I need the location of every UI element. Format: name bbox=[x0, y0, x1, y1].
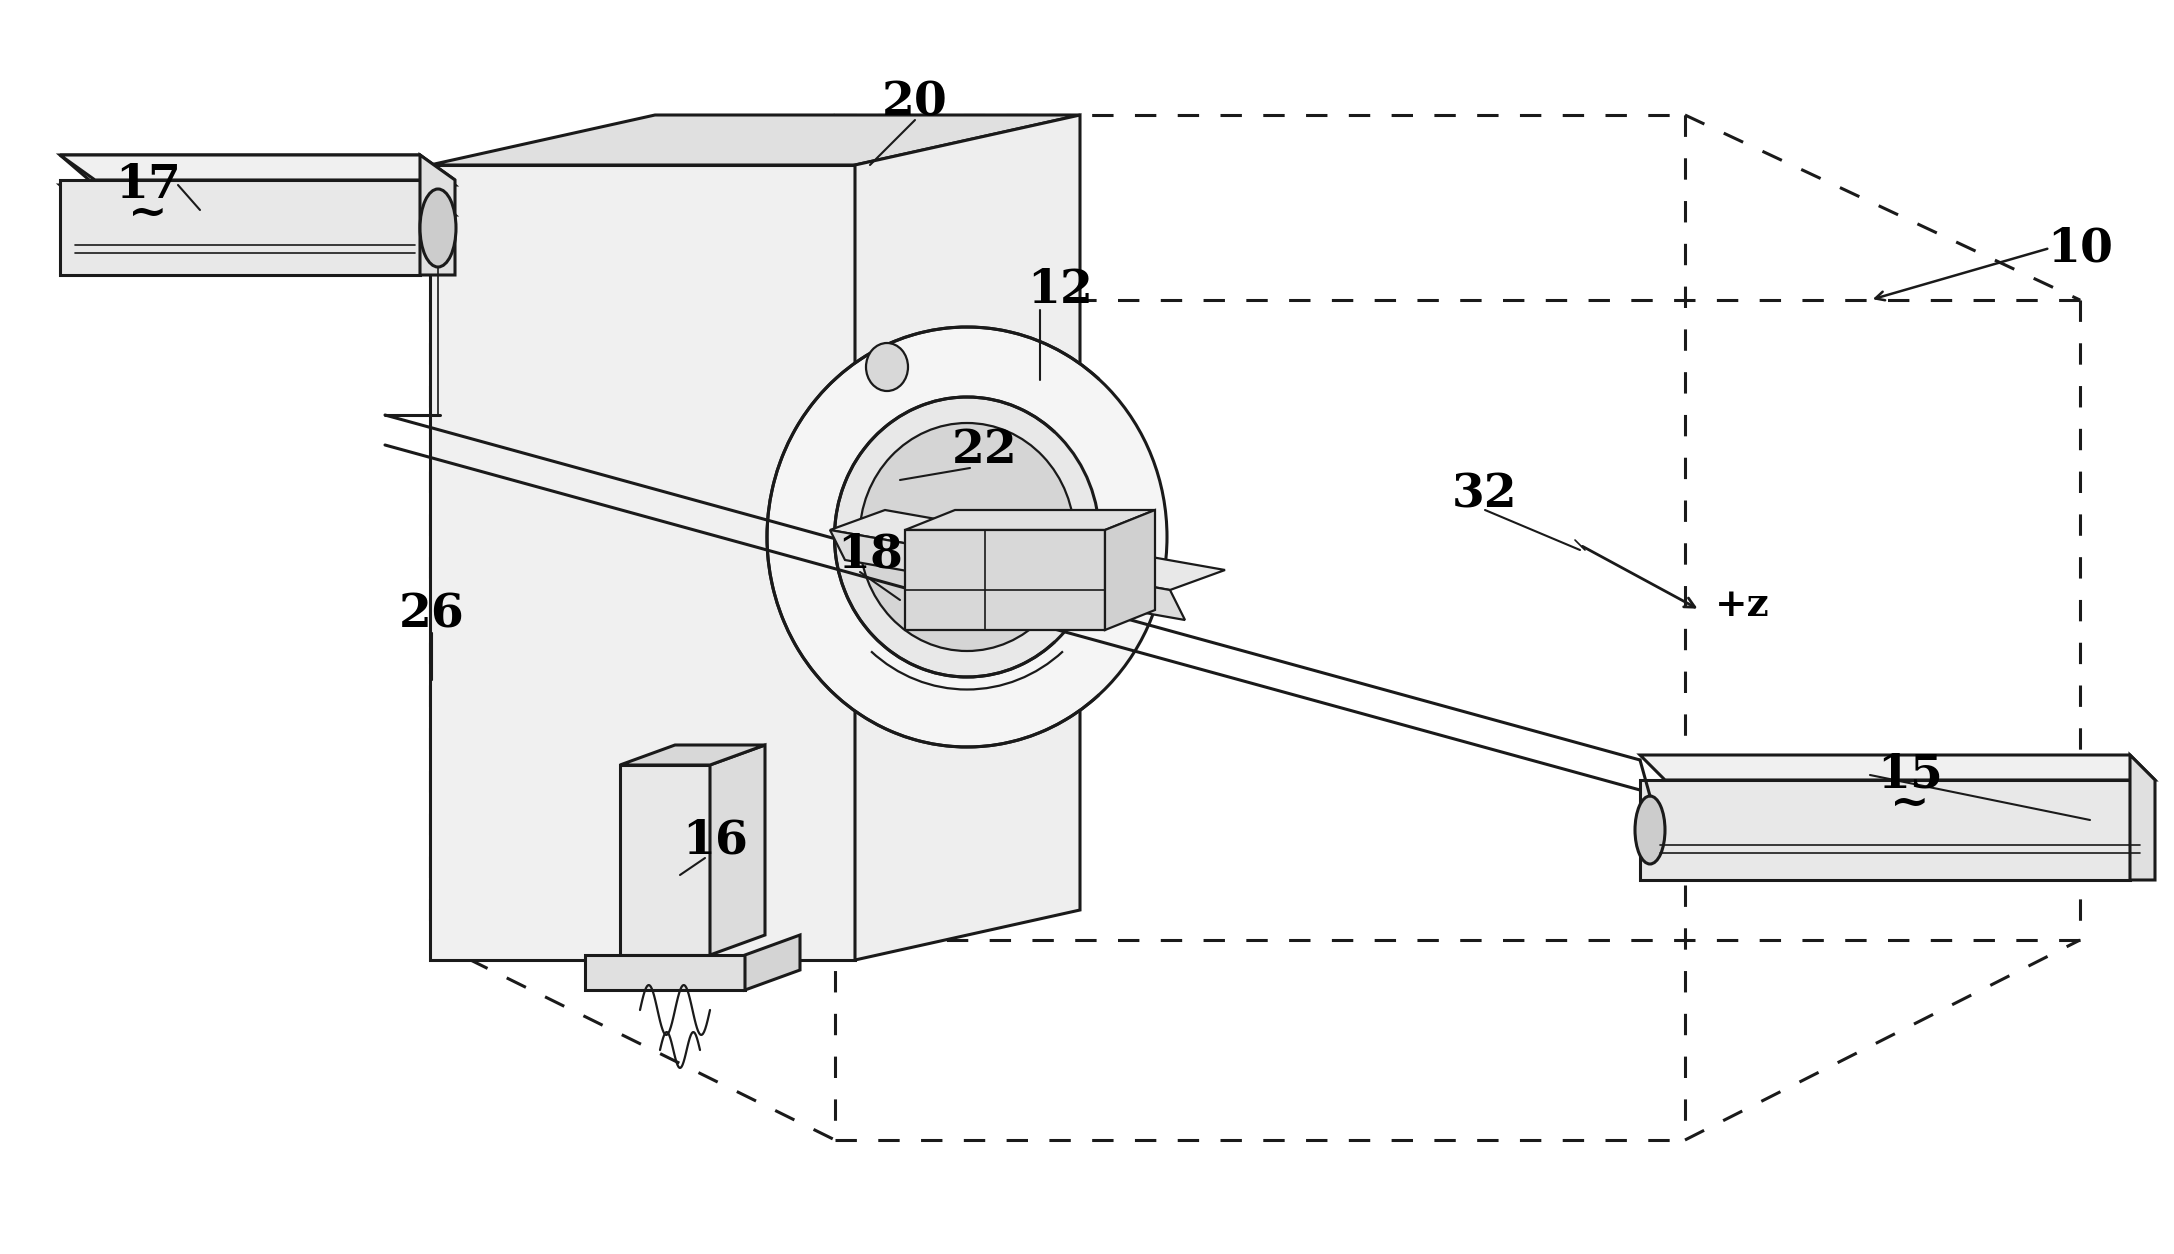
Polygon shape bbox=[420, 155, 454, 275]
Polygon shape bbox=[830, 530, 1185, 619]
Polygon shape bbox=[61, 186, 454, 214]
Text: 26: 26 bbox=[400, 592, 465, 638]
Polygon shape bbox=[430, 166, 854, 961]
Polygon shape bbox=[904, 530, 1104, 630]
Polygon shape bbox=[830, 510, 1224, 589]
Polygon shape bbox=[904, 510, 1154, 530]
Ellipse shape bbox=[835, 398, 1100, 677]
Ellipse shape bbox=[767, 327, 1167, 747]
Polygon shape bbox=[430, 115, 1080, 166]
Text: ~: ~ bbox=[128, 191, 167, 236]
Text: +z: +z bbox=[1715, 586, 1770, 624]
Text: 17: 17 bbox=[115, 162, 180, 208]
Text: 18: 18 bbox=[837, 532, 902, 578]
Polygon shape bbox=[1639, 755, 2154, 780]
Text: 16: 16 bbox=[683, 818, 748, 863]
Polygon shape bbox=[61, 181, 420, 275]
Polygon shape bbox=[711, 745, 765, 956]
Polygon shape bbox=[2131, 755, 2154, 880]
Polygon shape bbox=[585, 956, 746, 989]
Polygon shape bbox=[854, 115, 1080, 961]
Ellipse shape bbox=[865, 344, 909, 391]
Ellipse shape bbox=[420, 189, 457, 267]
Text: 12: 12 bbox=[1026, 267, 1094, 314]
Polygon shape bbox=[61, 155, 454, 181]
Polygon shape bbox=[1639, 780, 2131, 880]
Text: 10: 10 bbox=[2048, 224, 2113, 271]
Text: ~: ~ bbox=[1889, 780, 1931, 826]
Text: 15: 15 bbox=[1876, 752, 1944, 798]
Polygon shape bbox=[746, 935, 800, 989]
Polygon shape bbox=[61, 155, 454, 186]
Text: 20: 20 bbox=[883, 79, 948, 125]
Polygon shape bbox=[1104, 510, 1154, 630]
Text: 22: 22 bbox=[952, 428, 1017, 473]
Polygon shape bbox=[620, 765, 711, 956]
Ellipse shape bbox=[859, 423, 1074, 651]
Text: 32: 32 bbox=[1452, 472, 1517, 518]
Polygon shape bbox=[620, 745, 765, 765]
Ellipse shape bbox=[1635, 796, 1665, 864]
